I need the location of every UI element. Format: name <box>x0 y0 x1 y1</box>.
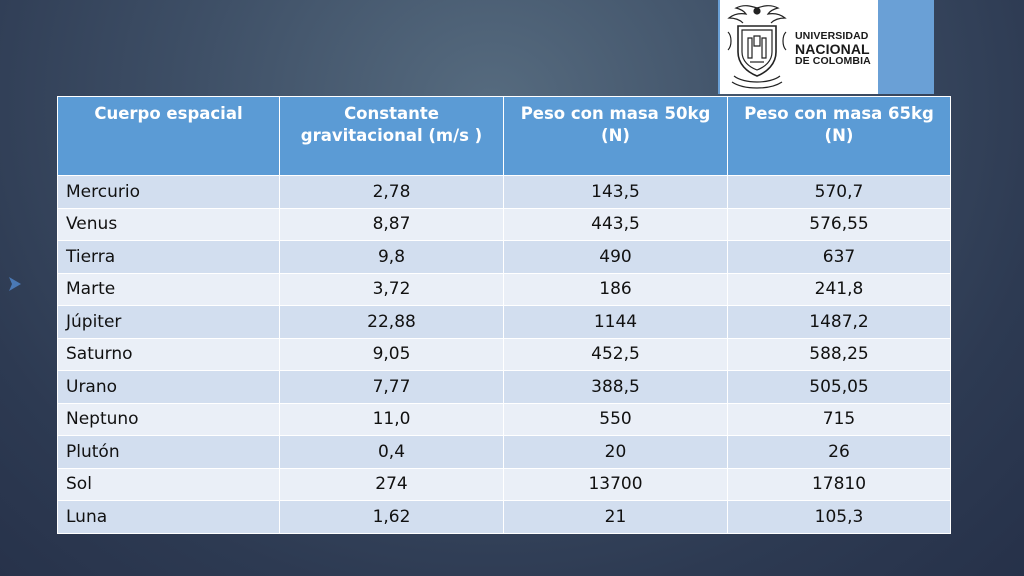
cell-weight-65kg: 505,05 <box>727 370 951 404</box>
cell-weight-65kg: 105,3 <box>727 500 951 534</box>
cell-body: Neptuno <box>57 402 280 436</box>
cell-body: Tierra <box>57 240 280 274</box>
table-row: Sol 274 13700 17810 <box>57 467 951 501</box>
cell-gravity: 274 <box>279 467 504 501</box>
cell-gravity: 7,77 <box>279 370 504 404</box>
header-peso-65kg: Peso con masa 65kg (N) <box>727 96 951 176</box>
table-row: Neptuno 11,0 550 715 <box>57 402 951 436</box>
university-name-line2: NACIONAL <box>795 40 870 57</box>
cell-body: Saturno <box>57 337 280 371</box>
table-row: Plutón 0,4 20 26 <box>57 435 951 469</box>
university-name: UNIVERSIDAD NACIONAL DE COLOMBIA <box>795 31 877 67</box>
university-name-line1: UNIVERSIDAD <box>795 30 869 42</box>
cell-weight-65kg: 241,8 <box>727 272 951 306</box>
cell-weight-50kg: 388,5 <box>503 370 728 404</box>
cell-gravity: 2,78 <box>279 175 504 209</box>
planet-gravity-table: Cuerpo espacial Constante gravitacional … <box>57 96 951 534</box>
cell-weight-65kg: 26 <box>727 435 951 469</box>
cell-weight-50kg: 452,5 <box>503 337 728 371</box>
cell-gravity: 22,88 <box>279 305 504 339</box>
cell-body: Mercurio <box>57 175 280 209</box>
table-row: Júpiter 22,88 1144 1487,2 <box>57 305 951 339</box>
cell-body: Venus <box>57 207 280 241</box>
table-row: Luna 1,62 21 105,3 <box>57 500 951 534</box>
cell-gravity: 9,8 <box>279 240 504 274</box>
cell-weight-50kg: 490 <box>503 240 728 274</box>
cell-gravity: 8,87 <box>279 207 504 241</box>
cell-weight-50kg: 13700 <box>503 467 728 501</box>
cell-weight-65kg: 570,7 <box>727 175 951 209</box>
cell-weight-50kg: 20 <box>503 435 728 469</box>
header-constante-gravitacional: Constante gravitacional (m/s ) <box>279 96 504 176</box>
university-logo <box>720 0 878 94</box>
play-arrow-icon <box>9 277 21 291</box>
cell-weight-50kg: 443,5 <box>503 207 728 241</box>
cell-gravity: 3,72 <box>279 272 504 306</box>
cell-weight-50kg: 143,5 <box>503 175 728 209</box>
cell-gravity: 0,4 <box>279 435 504 469</box>
cell-gravity: 11,0 <box>279 402 504 436</box>
table-row: Urano 7,77 388,5 505,05 <box>57 370 951 404</box>
cell-body: Plutón <box>57 435 280 469</box>
cell-weight-65kg: 715 <box>727 402 951 436</box>
header-peso-50kg: Peso con masa 50kg (N) <box>503 96 728 176</box>
cell-gravity: 1,62 <box>279 500 504 534</box>
cell-body: Urano <box>57 370 280 404</box>
university-seal-icon <box>727 5 787 89</box>
cell-weight-65kg: 588,25 <box>727 337 951 371</box>
cell-weight-65kg: 637 <box>727 240 951 274</box>
cell-weight-65kg: 17810 <box>727 467 951 501</box>
cell-weight-50kg: 186 <box>503 272 728 306</box>
university-name-line3: DE COLOMBIA <box>795 54 871 67</box>
table-row: Mercurio 2,78 143,5 570,7 <box>57 175 951 209</box>
cell-weight-65kg: 576,55 <box>727 207 951 241</box>
cell-body: Marte <box>57 272 280 306</box>
cell-weight-50kg: 21 <box>503 500 728 534</box>
table-row: Venus 8,87 443,5 576,55 <box>57 207 951 241</box>
cell-body: Júpiter <box>57 305 280 339</box>
table-row: Tierra 9,8 490 637 <box>57 240 951 274</box>
header-cuerpo-espacial: Cuerpo espacial <box>57 96 280 176</box>
cell-weight-50kg: 1144 <box>503 305 728 339</box>
cell-body: Luna <box>57 500 280 534</box>
cell-gravity: 9,05 <box>279 337 504 371</box>
cell-weight-50kg: 550 <box>503 402 728 436</box>
table-row: Saturno 9,05 452,5 588,25 <box>57 337 951 371</box>
table-header-row: Cuerpo espacial Constante gravitacional … <box>57 96 951 176</box>
table-row: Marte 3,72 186 241,8 <box>57 272 951 306</box>
cell-weight-65kg: 1487,2 <box>727 305 951 339</box>
cell-body: Sol <box>57 467 280 501</box>
